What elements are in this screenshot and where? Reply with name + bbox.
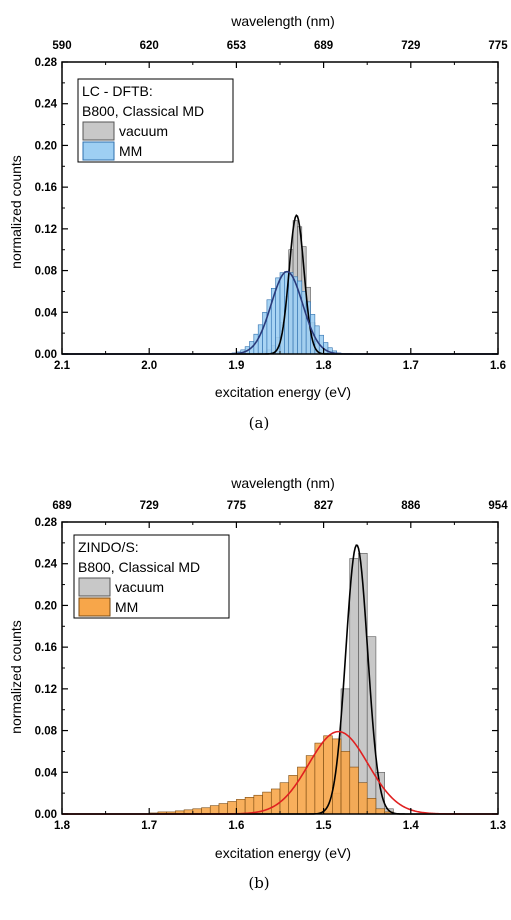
mm-bar (201, 807, 211, 815)
mm-bar (358, 782, 368, 815)
mm-bar (349, 766, 359, 815)
top-tick-label: 729 (401, 40, 420, 52)
x-tick-labels: 2.1 2.0 1.9 1.8 1.7 1.6 (54, 360, 506, 372)
y-tick-label: 0.08 (35, 726, 58, 738)
y-tick-label: 0.16 (35, 642, 57, 654)
legend-swatch-mm (78, 597, 111, 617)
mm-bar (375, 808, 385, 815)
y-tick-label: 0.12 (35, 224, 57, 236)
top-tick-label: 729 (140, 500, 159, 512)
y-tick-label: 0.24 (35, 99, 58, 111)
x-tick-label: 1.8 (316, 360, 333, 372)
x-tick-label: 1.5 (316, 820, 333, 832)
top-axis-label: wavelength (nm) (230, 475, 335, 491)
top-tick-label: 689 (314, 40, 333, 52)
top-axis-label: wavelength (nm) (230, 13, 335, 29)
mm-bar (314, 742, 324, 815)
y-tick-labels: 0.00 0.04 0.08 0.12 0.16 0.20 0.24 0.28 (35, 517, 58, 821)
axis-ticks (61, 521, 499, 815)
top-tick-labels: 689 729 775 827 886 954 (52, 500, 508, 512)
y-tick-label: 0.00 (35, 349, 57, 361)
y-axis-label: normalized counts (8, 155, 24, 269)
x-tick-label: 1.9 (228, 360, 244, 372)
mm-bar (209, 805, 220, 815)
top-tick-label: 775 (488, 40, 508, 52)
y-tick-label: 0.16 (35, 182, 57, 194)
top-tick-label: 590 (52, 40, 71, 52)
y-tick-label: 0.24 (35, 559, 58, 571)
x-tick-label: 1.7 (141, 820, 157, 832)
x-tick-label: 2.0 (141, 360, 157, 372)
mm-bars (231, 271, 342, 355)
y-tick-label: 0.12 (35, 684, 57, 696)
y-tick-labels: 0.00 0.04 0.08 0.12 0.16 0.20 0.24 0.28 (35, 57, 58, 361)
panel-a: wavelength (nm) 590 620 653 689 729 775 0.000… (8, 13, 508, 432)
mm-bar (340, 751, 351, 815)
top-tick-label: 689 (52, 500, 71, 512)
legend-label-mm: MM (119, 143, 142, 159)
mm-bar (236, 799, 246, 815)
legend-swatch-vacuum (82, 121, 115, 141)
mm-bar (288, 272, 294, 355)
caption-b: (b) (248, 874, 269, 892)
x-tick-label: 1.6 (228, 820, 244, 832)
y-tick-label: 0.20 (35, 600, 57, 612)
mm-bar (218, 803, 228, 815)
x-tick-label: 1.7 (403, 360, 419, 372)
y-tick-label: 0.28 (35, 517, 58, 529)
y-axis-label: normalized counts (8, 620, 24, 734)
top-tick-label: 653 (227, 40, 246, 52)
legend-title-line2: B800, Classical MD (78, 559, 200, 575)
x-tick-labels: 1.8 1.7 1.6 1.5 1.4 1.3 (54, 820, 506, 832)
mm-bar (227, 801, 237, 815)
y-tick-label: 0.20 (35, 140, 57, 152)
legend-swatch-vacuum (78, 577, 111, 597)
legend: ZINDO/S: B800, Classical MD vacuum MM (73, 534, 230, 619)
x-tick-label: 1.6 (490, 360, 506, 372)
legend-label-mm: MM (115, 599, 138, 615)
y-tick-label: 0.04 (35, 307, 58, 319)
top-tick-label: 827 (314, 500, 333, 512)
mm-bar (244, 797, 255, 815)
y-tick-label: 0.00 (35, 809, 57, 821)
y-tick-label: 0.08 (35, 266, 58, 278)
legend-title-line1: ZINDO/S: (78, 539, 139, 555)
legend-title-line2: B800, Classical MD (82, 103, 204, 119)
top-tick-labels: 590 620 653 689 729 775 (52, 40, 508, 52)
x-tick-label: 1.4 (403, 820, 420, 832)
legend: LC - DFTB: B800, Classical MD vacuum MM (77, 78, 234, 163)
mm-bar (305, 755, 316, 815)
legend-label-vacuum: vacuum (119, 123, 168, 139)
top-tick-label: 954 (488, 500, 508, 512)
top-tick-label: 886 (401, 500, 420, 512)
mm-fit-curve (62, 730, 498, 815)
mm-bar (288, 775, 298, 815)
y-tick-label: 0.04 (35, 767, 58, 779)
panel-b: wavelength (nm) 689 729 775 827 886 954 0.000… (8, 475, 508, 892)
x-tick-label: 1.3 (490, 820, 506, 832)
mm-bar (323, 735, 333, 815)
axis-ticks (61, 61, 499, 355)
y-tick-label: 0.28 (35, 57, 58, 69)
x-axis-label: excitation energy (eV) (215, 384, 351, 400)
x-tick-label: 1.8 (54, 820, 71, 832)
caption-a: (a) (249, 414, 270, 432)
top-tick-label: 775 (227, 500, 247, 512)
x-tick-label: 2.1 (54, 360, 71, 372)
top-tick-label: 620 (140, 40, 159, 52)
legend-swatch-mm (82, 141, 115, 161)
legend-title-line1: LC - DFTB: (82, 83, 153, 99)
mm-bar (270, 788, 281, 815)
x-axis-label: excitation energy (eV) (215, 845, 351, 861)
legend-label-vacuum: vacuum (115, 579, 164, 595)
mm-bar (366, 798, 377, 815)
mm-bar (332, 738, 342, 815)
